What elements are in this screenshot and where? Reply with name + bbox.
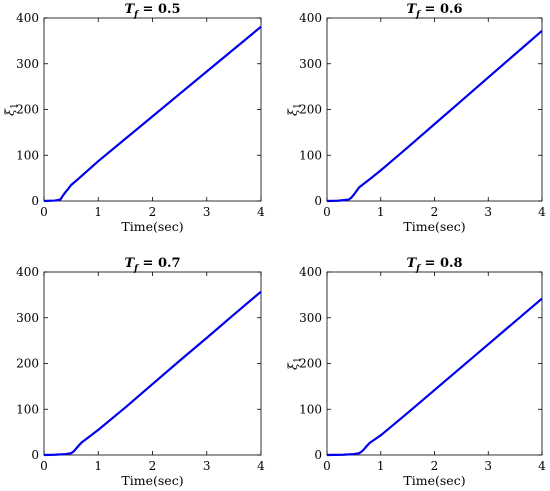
series-line-1 xyxy=(326,297,543,457)
y-axis-label: ξ1 xyxy=(285,357,303,370)
x-tick-label: 2 xyxy=(431,459,439,473)
chart-panel-2: 0 1 2 3 4 0 100 200 300 400 Tf = 0.6 Time(sec) ξ1 xyxy=(285,2,546,234)
x-tick-label: 0 xyxy=(323,459,331,473)
y-tick-label: 0 xyxy=(314,448,322,462)
x-tick-label: 2 xyxy=(431,205,439,219)
y-tick-label: 400 xyxy=(299,265,322,279)
x-tick-label: 3 xyxy=(484,459,492,473)
y-tick-label: 300 xyxy=(16,57,39,71)
y-tick-label: 400 xyxy=(299,11,322,25)
y-tick-label: 200 xyxy=(16,357,39,371)
chart-title: Tf = 0.6 xyxy=(406,2,462,20)
x-tick-label: 1 xyxy=(377,205,385,219)
y-tick-label: 300 xyxy=(16,311,39,325)
x-tick-label: 1 xyxy=(94,205,102,219)
axes-frame xyxy=(43,271,262,456)
x-tick-label: 0 xyxy=(40,459,48,473)
y-tick-label: 0 xyxy=(314,194,322,208)
x-axis-label: Time(sec) xyxy=(403,473,465,488)
x-tick-label: 2 xyxy=(149,205,157,219)
axes-frame xyxy=(326,271,543,456)
x-tick-label: 3 xyxy=(203,459,211,473)
x-tick-label: 1 xyxy=(94,459,102,473)
y-tick-label: 100 xyxy=(299,148,322,162)
x-tick-label: 3 xyxy=(484,205,492,219)
y-tick-label: 400 xyxy=(16,265,39,279)
axes-frame xyxy=(43,17,262,202)
y-tick-label: 100 xyxy=(16,402,39,416)
y-tick-label: 400 xyxy=(16,11,39,25)
x-axis-label: Time(sec) xyxy=(121,219,183,234)
y-tick-label: 100 xyxy=(16,148,39,162)
y-tick-label: 0 xyxy=(31,194,39,208)
series-line-1 xyxy=(326,29,543,203)
y-axis-label: ξ1 xyxy=(285,103,303,116)
y-tick-label: 300 xyxy=(299,311,322,325)
x-tick-label: 4 xyxy=(257,459,265,473)
y-tick-label: 200 xyxy=(299,357,322,371)
y-tick-label: 200 xyxy=(299,103,322,117)
series-line-1 xyxy=(43,290,262,457)
x-tick-label: 4 xyxy=(538,205,546,219)
y-tick-label: 100 xyxy=(299,402,322,416)
y-tick-label: 200 xyxy=(16,103,39,117)
x-tick-label: 2 xyxy=(149,459,157,473)
chart-panel-3: 0 1 2 3 4 0 100 200 300 400 Tf = 0.7 Time(sec) xyxy=(16,256,265,488)
chart-panel-4: 0 1 2 3 4 0 100 200 300 400 Tf = 0.8 Time(sec) ξ1 xyxy=(285,256,546,488)
x-tick-label: 3 xyxy=(203,205,211,219)
y-tick-label: 300 xyxy=(299,57,322,71)
x-tick-label: 1 xyxy=(377,459,385,473)
chart-title: Tf = 0.5 xyxy=(124,2,180,20)
x-axis-label: Time(sec) xyxy=(403,219,465,234)
x-tick-label: 0 xyxy=(40,205,48,219)
chart-panel-1: 0 1 2 3 4 0 100 200 300 400 Tf = 0.5 Time(sec) ξ1 xyxy=(2,2,265,234)
y-tick-label: 0 xyxy=(31,448,39,462)
series-line-1 xyxy=(43,25,262,203)
x-tick-label: 4 xyxy=(538,459,546,473)
y-axis-label: ξ1 xyxy=(2,103,20,116)
axes-frame xyxy=(326,17,543,202)
chart-title: Tf = 0.7 xyxy=(124,256,180,274)
x-tick-label: 0 xyxy=(323,205,331,219)
x-axis-label: Time(sec) xyxy=(121,473,183,488)
x-tick-label: 4 xyxy=(257,205,265,219)
chart-title: Tf = 0.8 xyxy=(406,256,462,274)
